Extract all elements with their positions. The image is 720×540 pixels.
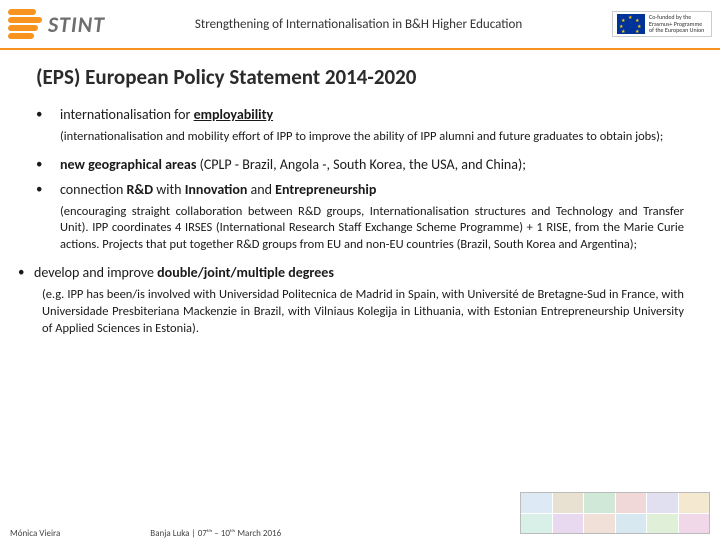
partner-logo-icon (616, 514, 647, 534)
bullet-item: • internationalisation for employability (36, 106, 684, 125)
partner-logo-icon (521, 514, 552, 534)
eu-flag-icon: ★ ★ ★ ★ ★ ★ ★ (617, 14, 645, 34)
outer-bullet-item: • develop and improve double/joint/multi… (18, 264, 684, 283)
bullet-mark-icon: • (36, 181, 46, 200)
partner-logos (520, 492, 710, 534)
stint-stripes-icon (8, 7, 42, 41)
bullet-mark-icon: • (36, 156, 46, 175)
bullet-sub: (internationalisation and mobility effor… (60, 129, 684, 146)
eu-badge: ★ ★ ★ ★ ★ ★ ★ Co-funded by the Erasmus+ … (612, 11, 712, 37)
page-title: (EPS) European Policy Statement 2014-202… (36, 64, 684, 90)
partner-logo-icon (679, 514, 710, 534)
eu-cofunded-text: Co-funded by the Erasmus+ Programme of t… (649, 14, 707, 34)
bullet-sub: (encouraging straight collaboration betw… (60, 204, 684, 255)
bullet-lead: internationalisation for (60, 106, 194, 123)
bullet-item: • connection R&D with Innovation and Ent… (36, 181, 684, 200)
bullet-text: new geographical areas (CPLP - Brazil, A… (60, 156, 526, 175)
partner-logo-icon (679, 493, 710, 513)
bullet-text: develop and improve double/joint/multipl… (34, 264, 334, 283)
bullet-text: internationalisation for employability (60, 106, 273, 125)
bullet-text: connection R&D with Innovation and Entre… (60, 181, 376, 200)
stint-logo: STINT (8, 7, 105, 41)
slide: STINT Strengthening of Internationalisat… (0, 0, 720, 540)
partner-logo-icon (521, 493, 552, 513)
bullet-mark-icon: • (18, 264, 28, 283)
content: (EPS) European Policy Statement 2014-202… (0, 50, 720, 540)
partner-logo-icon (616, 493, 647, 513)
bullet-emph: employability (194, 106, 273, 123)
partner-logo-icon (584, 514, 615, 534)
header: STINT Strengthening of Internationalisat… (0, 0, 720, 48)
partner-logo-icon (647, 493, 678, 513)
partner-logo-icon (553, 493, 584, 513)
partner-logo-icon (553, 514, 584, 534)
bullet-mark-icon: • (36, 106, 46, 125)
bullet-item: • new geographical areas (CPLP - Brazil,… (36, 156, 684, 175)
header-title: Strengthening of Internationalisation in… (105, 17, 612, 32)
stint-logo-text: STINT (48, 11, 105, 38)
bullet-sub: (e.g. IPP has been/is involved with Univ… (42, 287, 684, 338)
footer-author: Mónica Vieira (10, 528, 60, 539)
partner-logo-icon (647, 514, 678, 534)
partner-logo-icon (584, 493, 615, 513)
